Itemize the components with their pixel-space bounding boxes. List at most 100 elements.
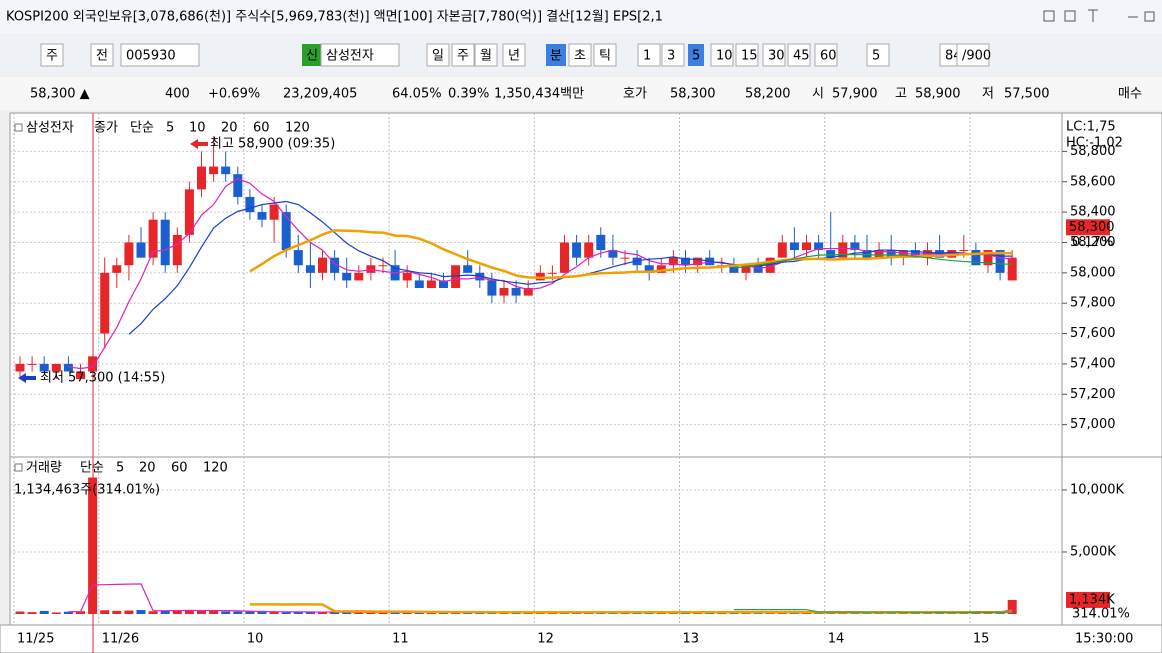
quote-field: 57,500	[1004, 87, 1050, 102]
volume-bar	[209, 610, 219, 614]
candle-body	[693, 257, 703, 266]
title-bar	[0, 0, 1162, 34]
y-tick-label: 57,400	[1070, 356, 1116, 371]
button	[474, 43, 498, 67]
toolbar-item[interactable]: 신	[306, 49, 318, 64]
candle-body	[269, 204, 279, 220]
ratio-label: 314.01%	[1072, 606, 1130, 621]
legend-label: 종가	[94, 121, 118, 136]
quote-field: 58,900	[915, 87, 961, 102]
candle-body	[874, 250, 884, 258]
quote-field: 64.05%	[392, 87, 442, 102]
candle-body	[789, 242, 799, 251]
candle-body	[197, 166, 206, 190]
volume-bar	[269, 612, 279, 614]
candle-body	[39, 363, 49, 372]
volume-bar	[426, 612, 436, 614]
candle-body	[463, 265, 473, 273]
candle-body	[160, 219, 170, 266]
toolbar-item[interactable]: 주	[457, 49, 469, 64]
toolbar-item[interactable]: 전	[96, 49, 108, 64]
toolbar-item[interactable]: 45	[793, 49, 810, 64]
time-label: 15:30:00	[1075, 632, 1133, 647]
candle-body	[523, 288, 533, 296]
volume-bar	[281, 612, 291, 614]
volume-bar	[197, 610, 206, 614]
quote-field: 저	[982, 87, 994, 102]
toolbar-item[interactable]: 틱	[599, 49, 611, 64]
candle-body	[511, 288, 521, 296]
toolbar-item[interactable]: 5	[692, 49, 700, 64]
x-tick-label: 10	[247, 632, 264, 647]
toolbar-item[interactable]: 5	[872, 49, 880, 64]
toolbar-item[interactable]: 1	[643, 49, 651, 64]
candle-body	[935, 250, 945, 258]
toolbar-item[interactable]: 005930	[126, 49, 176, 64]
x-tick-label: 11/26	[102, 632, 139, 647]
candle-body	[584, 242, 594, 258]
candle-body	[995, 250, 1005, 273]
price-tag	[1066, 219, 1110, 236]
quote-field: 58,300	[670, 87, 716, 102]
x-tick-label: 15	[973, 632, 990, 647]
button	[735, 43, 759, 67]
change-label: 0.17%	[1072, 235, 1113, 250]
candle-body	[487, 280, 497, 296]
candle-body	[402, 272, 412, 281]
candle-body	[499, 288, 509, 296]
legend-entry: 20	[139, 461, 156, 476]
volume-bar	[136, 610, 146, 614]
legend-entry: 5	[166, 121, 174, 136]
button	[661, 43, 685, 67]
candle-body	[451, 265, 461, 289]
button	[320, 43, 400, 67]
candle-body	[318, 257, 327, 273]
toolbar-item[interactable]: 삼성전자	[326, 49, 374, 64]
window-controls[interactable]	[1043, 9, 1155, 22]
candle-body	[112, 265, 122, 273]
toolbar-item[interactable]: 일	[432, 49, 444, 64]
volume-bar	[1007, 599, 1017, 614]
toolbar-item[interactable]: 주	[46, 49, 58, 64]
volume-bar	[76, 611, 85, 614]
legend-entry: 5	[116, 461, 124, 476]
legend-entry: 120	[203, 461, 228, 476]
quote-field: 고	[895, 87, 907, 102]
x-tick-label: 11	[392, 632, 409, 647]
candle-body	[838, 242, 848, 258]
toolbar-item[interactable]: 분	[550, 49, 562, 64]
x-axis	[0, 624, 1162, 653]
candle-body	[209, 166, 219, 175]
moving-average	[733, 609, 1013, 613]
toolbar-item[interactable]: 60	[820, 49, 837, 64]
toolbar-item[interactable]: 월	[480, 49, 492, 64]
candle-body	[886, 250, 896, 258]
legend-entry: 20	[221, 121, 238, 136]
candle-body	[560, 242, 569, 273]
candle-body	[971, 250, 981, 266]
candle-body	[959, 250, 969, 252]
toolbar-item[interactable]: 30	[768, 49, 785, 64]
toolbar-item[interactable]: 년	[508, 49, 520, 64]
quote-field: 0.39%	[448, 87, 489, 102]
volume-bar	[330, 612, 340, 614]
volume-bar	[172, 610, 182, 614]
volume-bar	[51, 612, 61, 614]
y-tick-label: 58,000	[1070, 265, 1116, 280]
moving-average	[733, 253, 1013, 269]
volume-bar	[160, 610, 170, 614]
x-tick-label: 13	[683, 632, 700, 647]
volume-bar	[257, 611, 267, 614]
toolbar-item[interactable]: /900	[962, 49, 991, 64]
toolbar-item[interactable]: 10	[716, 49, 733, 64]
toolbar-item[interactable]: 15	[741, 49, 758, 64]
hc-label: HC:-1,02	[1066, 136, 1123, 151]
toolbar-item[interactable]: 초	[574, 49, 586, 64]
legend-title: 거래량	[26, 461, 62, 476]
candle-body	[63, 363, 73, 372]
volume-bar	[414, 612, 424, 614]
toggle-bg	[688, 44, 704, 66]
candle-body	[27, 363, 37, 365]
toolbar-item[interactable]: 3	[667, 49, 675, 64]
candle-body	[656, 265, 666, 273]
